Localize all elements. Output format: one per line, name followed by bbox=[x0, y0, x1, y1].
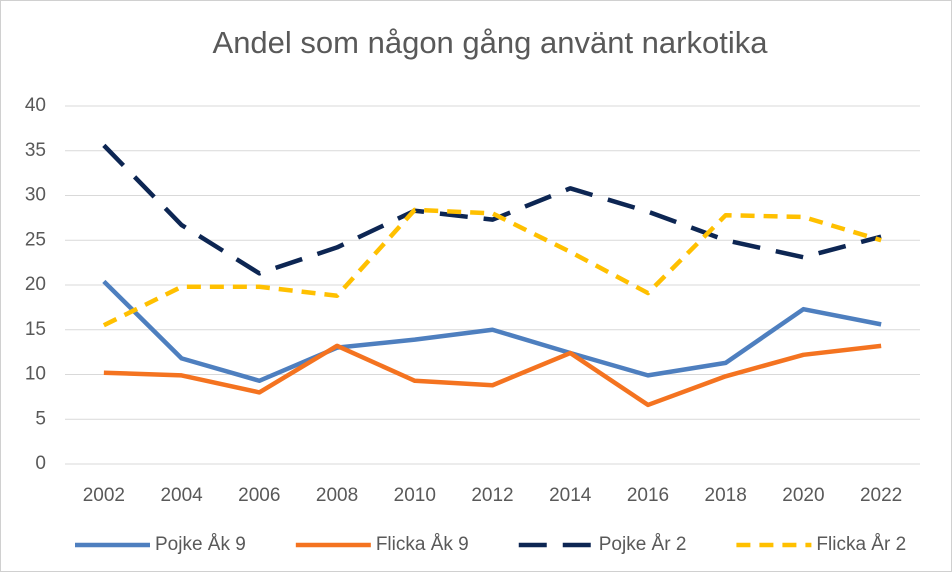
series-line bbox=[102, 279, 882, 384]
legend-label: Pojke År 2 bbox=[599, 534, 687, 555]
y-tick-label: 20 bbox=[25, 274, 46, 295]
x-tick-label: 2008 bbox=[316, 485, 358, 506]
x-tick-label: 2018 bbox=[705, 485, 747, 506]
x-tick-label: 2014 bbox=[549, 485, 592, 506]
series-line bbox=[102, 143, 882, 276]
legend-label: Flicka Åk 9 bbox=[376, 534, 469, 555]
x-tick-label: 2006 bbox=[238, 485, 280, 506]
x-tick-label: 2002 bbox=[83, 485, 125, 506]
y-tick-label: 25 bbox=[25, 229, 46, 250]
y-tick-label: 35 bbox=[25, 140, 46, 161]
legend-label: Flicka År 2 bbox=[816, 534, 906, 555]
y-tick-label: 0 bbox=[35, 453, 46, 474]
x-tick-label: 2012 bbox=[471, 485, 513, 506]
series-line bbox=[102, 207, 882, 328]
chart-title: Andel som någon gång använt narkotika bbox=[213, 25, 769, 60]
x-tick-label: 2020 bbox=[782, 485, 824, 506]
y-tick-label: 5 bbox=[35, 408, 46, 429]
x-tick-label: 2022 bbox=[860, 485, 902, 506]
y-tick-label: 10 bbox=[25, 364, 46, 385]
x-tick-label: 2004 bbox=[160, 485, 203, 506]
x-tick-label: 2016 bbox=[627, 485, 669, 506]
y-tick-label: 40 bbox=[25, 95, 46, 116]
legend-label: Pojke Åk 9 bbox=[155, 534, 246, 555]
y-tick-label: 15 bbox=[25, 319, 46, 340]
y-tick-label: 30 bbox=[25, 185, 46, 206]
x-tick-label: 2010 bbox=[394, 485, 436, 506]
series-line bbox=[103, 343, 882, 408]
